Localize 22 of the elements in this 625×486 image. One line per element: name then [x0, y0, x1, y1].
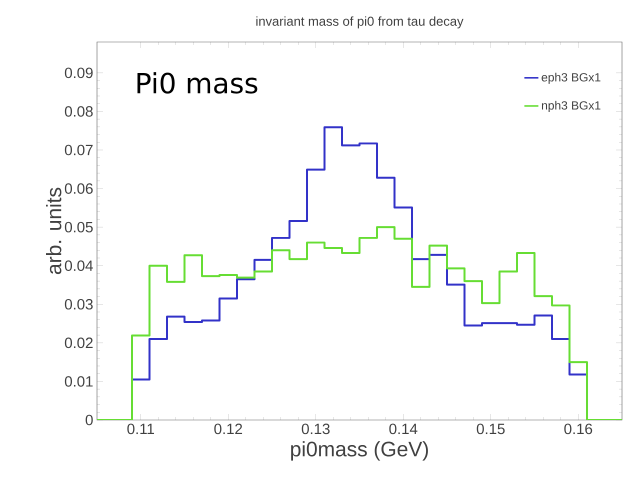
y-axis-title: arb. units — [46, 188, 62, 274]
y-tick-label: 0.04 — [64, 260, 93, 271]
y-tick-label: 0 — [86, 414, 93, 426]
y-tick-label: 0.07 — [64, 144, 93, 156]
x-tick-label: 0.11 — [127, 424, 154, 434]
x-tick-label: 0.16 — [564, 424, 592, 434]
legend-label: eph3 BGx1 — [542, 72, 600, 84]
x-tick-label: 0.13 — [302, 424, 330, 434]
x-tick-label: 0.12 — [214, 424, 242, 434]
y-tick-label: 0.05 — [64, 222, 93, 232]
y-tick-label: 0.03 — [64, 298, 93, 310]
x-tick-label: 0.14 — [389, 424, 418, 434]
y-tick-label: 0.02 — [64, 338, 93, 348]
annotation: Pi0 mass — [137, 72, 258, 94]
y-tick-label: 0.01 — [64, 376, 93, 387]
y-tick-label: 0.06 — [64, 183, 93, 194]
y-tick-label: 0.08 — [64, 106, 93, 117]
x-tick-label: 0.15 — [476, 424, 505, 434]
chart-title: invariant mass of pi0 from tau decay — [256, 16, 464, 28]
legend-label: nph3 BGx1 — [542, 100, 600, 112]
x-axis-title: pi0mass (GeV) — [291, 441, 428, 461]
y-tick-label: 0.09 — [64, 68, 93, 78]
